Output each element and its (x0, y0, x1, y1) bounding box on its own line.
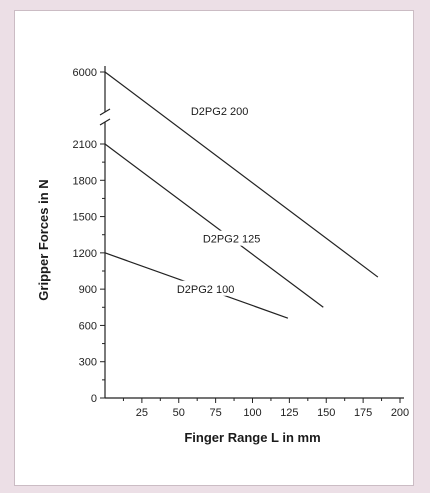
x-tick-label: 175 (354, 407, 372, 419)
line-chart: 0 300 600 900 1200 1500 1800 2100 6000 25 50 75 100 1… (36, 66, 409, 445)
series-label-d2pg2-200: D2PG2 200 (191, 106, 248, 118)
x-tick-label: 150 (317, 407, 335, 419)
series-line-d2pg2-200 (104, 71, 379, 278)
y-tick-label: 1500 (73, 212, 97, 224)
series-label-d2pg2-125: D2PG2 125 (203, 234, 260, 246)
y-tick-label: 1800 (73, 175, 97, 187)
x-tick-label: 125 (280, 407, 298, 419)
series-label-bg (187, 102, 252, 118)
series-label-bg (173, 280, 238, 296)
chart-frame: 0 300 600 900 1200 1500 1800 2100 6000 25 50 75 100 1… (14, 10, 414, 486)
y-tick-label: 300 (79, 357, 97, 369)
y-tick-label: 600 (79, 320, 97, 332)
series-label-bg (199, 230, 264, 246)
x-tick-label: 100 (243, 407, 261, 419)
y-tick-label: 1200 (73, 248, 97, 260)
axes: 0 300 600 900 1200 1500 1800 2100 6000 25 50 75 100 1… (73, 66, 409, 419)
y-tick-label: 0 (91, 393, 97, 405)
x-tick-label: 200 (391, 407, 409, 419)
x-tick-label: 75 (210, 407, 222, 419)
x-axis-title: Finger Range L in mm (184, 430, 320, 445)
series-labels: D2PG2 200 D2PG2 125 D2PG2 100 (173, 102, 264, 296)
y-tick-label: 900 (79, 284, 97, 296)
series-label-d2pg2-100: D2PG2 100 (177, 284, 234, 296)
y-axis-break-mark (99, 118, 111, 126)
series-line-d2pg2-125 (104, 143, 324, 308)
x-tick-label: 25 (136, 407, 148, 419)
y-tick-label: 2100 (73, 139, 97, 151)
x-tick-label: 50 (173, 407, 185, 419)
y-axis-title: Gripper Forces in N (36, 179, 51, 300)
y-axis-break-mark (99, 108, 111, 116)
y-tick-label: 6000 (73, 67, 97, 79)
